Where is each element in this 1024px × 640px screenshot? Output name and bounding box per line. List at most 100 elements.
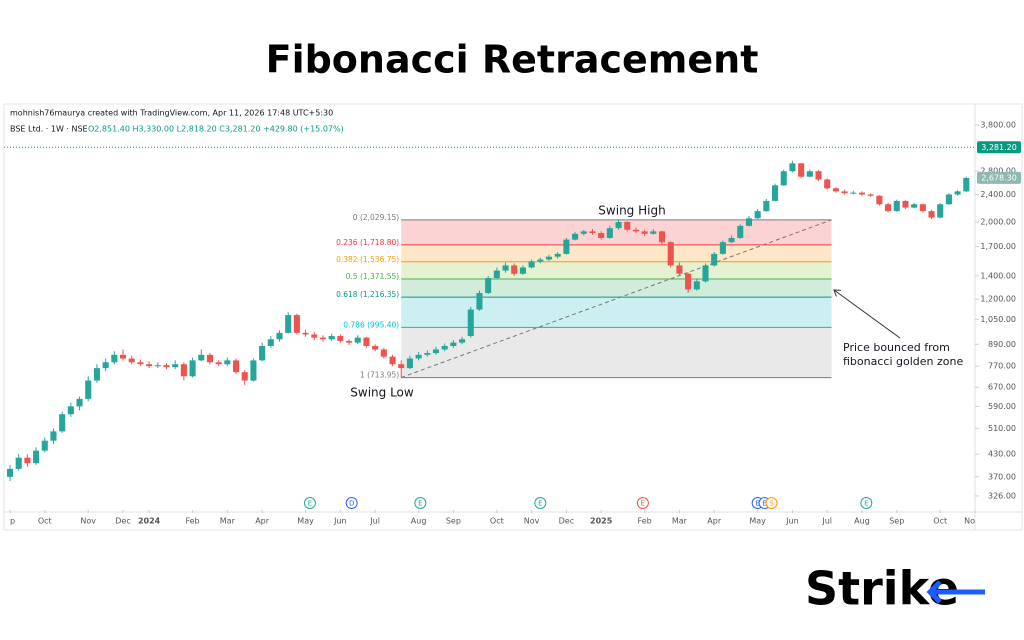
x-tick-label: Sep <box>889 517 904 526</box>
y-tick-label: 1,200.00 <box>980 295 1016 304</box>
candle-body <box>76 398 83 407</box>
y-tick-label: 1,700.00 <box>980 242 1016 251</box>
candle-body <box>650 231 657 234</box>
y-tick-label: 770.00 <box>988 362 1016 371</box>
candle-body <box>519 267 526 274</box>
y-tick-label: 370.00 <box>988 472 1016 481</box>
candle-body <box>902 200 909 208</box>
event-label: E <box>641 500 645 508</box>
candle-body <box>398 364 405 369</box>
x-tick-label: Apr <box>255 517 270 526</box>
candle-body <box>589 231 596 233</box>
candle-body <box>319 337 327 340</box>
x-tick-label: 2025 <box>590 517 613 526</box>
candle-body <box>911 204 918 208</box>
event-icon <box>345 497 358 509</box>
fib-label: 1 (713.95) <box>360 371 399 380</box>
candle-body <box>676 265 683 274</box>
candle-body <box>798 163 805 177</box>
candle-body <box>580 231 587 234</box>
candle-body <box>172 364 179 368</box>
fib-group: 0 (2,029.15) 0.236 (1,718.80) 0.382 (1,536… <box>336 213 832 380</box>
candle-body <box>815 171 822 180</box>
candle-body <box>467 309 474 337</box>
x-tick-label: Aug <box>854 517 870 526</box>
price-box <box>977 141 1021 154</box>
candle-body <box>198 354 205 361</box>
x-tick-label: Jun <box>333 517 347 526</box>
candle-body <box>24 457 31 464</box>
candle-body <box>824 179 831 189</box>
candle-body <box>328 336 335 340</box>
candle-body <box>598 232 605 238</box>
candle-body <box>154 365 161 367</box>
candle-body <box>59 414 66 432</box>
candle-body <box>772 185 779 201</box>
candle-body <box>563 239 570 254</box>
x-tick-label: Mar <box>220 517 236 526</box>
price-label: 3,281.20 <box>981 143 1017 152</box>
fib-zone <box>401 327 832 378</box>
candle-body <box>441 345 448 350</box>
x-tick-label: Oct <box>490 517 504 526</box>
fib-zone <box>401 244 832 262</box>
candle-body <box>276 332 283 340</box>
candle-body <box>128 358 135 363</box>
fib-zone <box>401 297 832 328</box>
candle-body <box>102 362 109 369</box>
candle-body <box>93 368 100 381</box>
fib-label: 0 (2,029.15) <box>353 213 399 222</box>
plot <box>6 160 970 481</box>
candle-body <box>858 192 866 195</box>
brand-arrow <box>926 580 985 604</box>
event-icon <box>414 497 427 509</box>
price-box <box>977 171 1021 184</box>
fib-zone <box>401 278 832 298</box>
candle-body <box>224 360 231 365</box>
x-tick-label: Apr <box>707 517 722 526</box>
event-icon <box>303 497 316 509</box>
candle-body <box>111 354 118 363</box>
candle-body <box>545 256 553 260</box>
candle-body <box>641 231 648 234</box>
candle-body <box>189 360 196 377</box>
candle-body <box>867 194 874 196</box>
candle-body <box>119 354 127 359</box>
candle-body <box>259 345 266 361</box>
candle-body <box>763 200 770 212</box>
candle-body <box>937 204 944 218</box>
candle-body <box>267 339 274 346</box>
y-tick-label: 430.00 <box>988 450 1016 459</box>
candle-body <box>337 336 344 341</box>
y-tick-label: 1,400.00 <box>980 271 1016 280</box>
event-label: E <box>418 500 422 508</box>
event-icon <box>636 497 649 509</box>
candle-body <box>702 265 709 282</box>
x-tick-label: Nov <box>80 517 96 526</box>
fib-label: 0.5 (1,371.55) <box>346 272 400 281</box>
fib-label: 0.618 (1,216.35) <box>336 290 399 299</box>
candle-body <box>163 365 170 368</box>
candle-body <box>963 177 970 192</box>
fib-label: 0.236 (1,718.80) <box>336 238 399 247</box>
event-icon <box>534 497 547 509</box>
x-tick-label: No <box>964 517 975 526</box>
candle-body <box>919 204 926 212</box>
y-tick-label: 326.00 <box>988 491 1016 500</box>
x-tick-label: Dec <box>115 517 130 526</box>
candle-body <box>137 362 144 365</box>
candle-body <box>841 191 848 194</box>
candle-body <box>302 332 309 335</box>
x-tick-label: Aug <box>411 517 427 526</box>
candle-body <box>180 364 187 377</box>
candle-body <box>346 340 353 343</box>
page-title: Fibonacci Retracement <box>266 38 759 82</box>
event-label: E <box>762 500 766 508</box>
candle-body <box>485 278 492 293</box>
x-tick-label: Feb <box>185 517 199 526</box>
candle-body <box>728 237 735 243</box>
x-tick-label: Jun <box>785 517 799 526</box>
candle-body <box>624 222 631 230</box>
candle-body <box>415 354 422 359</box>
candle-body <box>50 431 57 441</box>
